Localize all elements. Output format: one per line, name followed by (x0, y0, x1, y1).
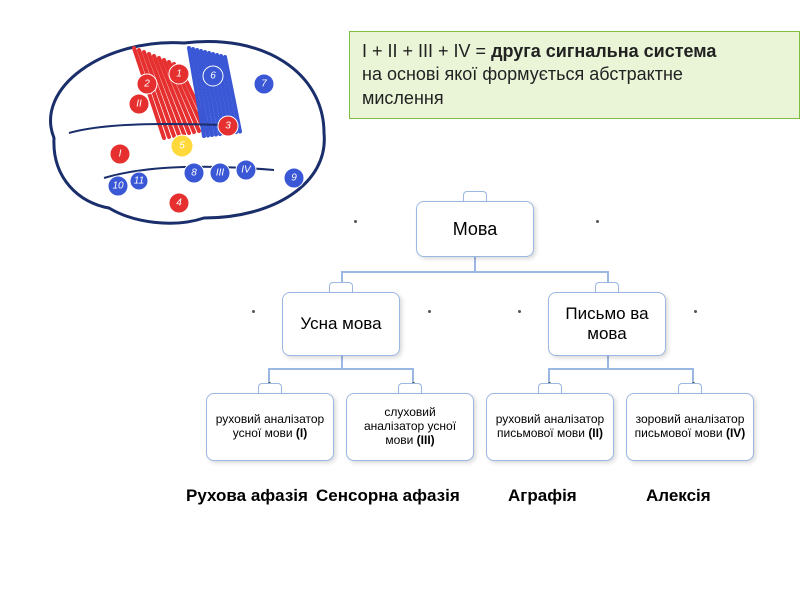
leaf4-bold: (IV) (726, 426, 745, 440)
connector-segment (548, 368, 694, 370)
disorder-label: Аграфія (508, 486, 577, 506)
svg-text:4: 4 (176, 198, 182, 209)
info-line-2: на основі якої формується абстрактне (362, 63, 787, 86)
tree-dot (518, 310, 521, 313)
tree-mid2-tab (595, 282, 619, 292)
svg-text:11: 11 (134, 176, 144, 187)
tree-root-label: Мова (453, 219, 498, 240)
info-line-1: I + II + III + IV = друга сигнальна сист… (362, 40, 787, 63)
info-bold: друга сигнальна система (491, 41, 716, 61)
connector-segment (268, 368, 414, 370)
tree-leaf-visual-written: зоровий аналізатор письмової мови (IV) (626, 393, 754, 461)
leaf3-bold: (II) (588, 426, 603, 440)
tree-dot (252, 310, 255, 313)
svg-text:1: 1 (176, 69, 182, 80)
tree-dot (694, 310, 697, 313)
svg-text:II: II (136, 99, 142, 110)
tree-mid2-label: Письмо ва мова (555, 304, 659, 344)
svg-text:8: 8 (191, 168, 197, 179)
tree-leaf-auditory-oral: слуховий аналізатор усної мови (III) (346, 393, 474, 461)
connector-segment (474, 257, 476, 271)
tree-mid-written: Письмо ва мова (548, 292, 666, 356)
tree-dot (596, 220, 599, 223)
info-line-3: мислення (362, 87, 787, 110)
svg-text:6: 6 (210, 71, 216, 82)
svg-text:3: 3 (225, 121, 231, 132)
tree-leaf-motor-oral: руховий аналізатор усної мови (I) (206, 393, 334, 461)
svg-text:5: 5 (179, 141, 185, 152)
connector-segment (607, 356, 609, 368)
svg-text:IV: IV (241, 165, 252, 176)
tree-mid1-label: Усна мова (300, 314, 381, 334)
disorder-label: Сенсорна афазія (316, 486, 460, 506)
tree-mid1-tab (329, 282, 353, 292)
leaf2-bold: (III) (417, 433, 435, 447)
leaf1-plain: руховий аналізатор усної мови (216, 412, 324, 440)
tree-leaf4-tab (678, 383, 702, 393)
svg-text:I: I (119, 149, 122, 160)
tree-leaf2-tab (398, 383, 422, 393)
svg-text:9: 9 (291, 173, 297, 184)
svg-text:III: III (216, 168, 225, 179)
tree-mid-oral: Усна мова (282, 292, 400, 356)
connector-segment (341, 271, 607, 273)
leaf1-bold: (I) (296, 426, 307, 440)
info-box: I + II + III + IV = друга сигнальна сист… (349, 31, 800, 119)
tree-leaf-motor-written: руховий аналізатор письмової мови (II) (486, 393, 614, 461)
tree-dot (354, 220, 357, 223)
tree-leaf3-tab (538, 383, 562, 393)
disorder-label: Рухова афазія (186, 486, 308, 506)
tree-leaf1-tab (258, 383, 282, 393)
tree-root-tab (463, 191, 487, 201)
leaf2-plain: слуховий аналізатор усної мови (364, 405, 456, 447)
info-prefix: I + II + III + IV = (362, 41, 491, 61)
connector-segment (341, 356, 343, 368)
tree-root: Мова (416, 201, 534, 257)
tree-dot (428, 310, 431, 313)
svg-text:10: 10 (112, 181, 124, 192)
brain-diagram: 1234567891011IIIIIIIV (14, 18, 344, 238)
svg-text:2: 2 (143, 79, 150, 90)
disorder-label: Алексія (646, 486, 711, 506)
svg-text:7: 7 (261, 79, 267, 90)
